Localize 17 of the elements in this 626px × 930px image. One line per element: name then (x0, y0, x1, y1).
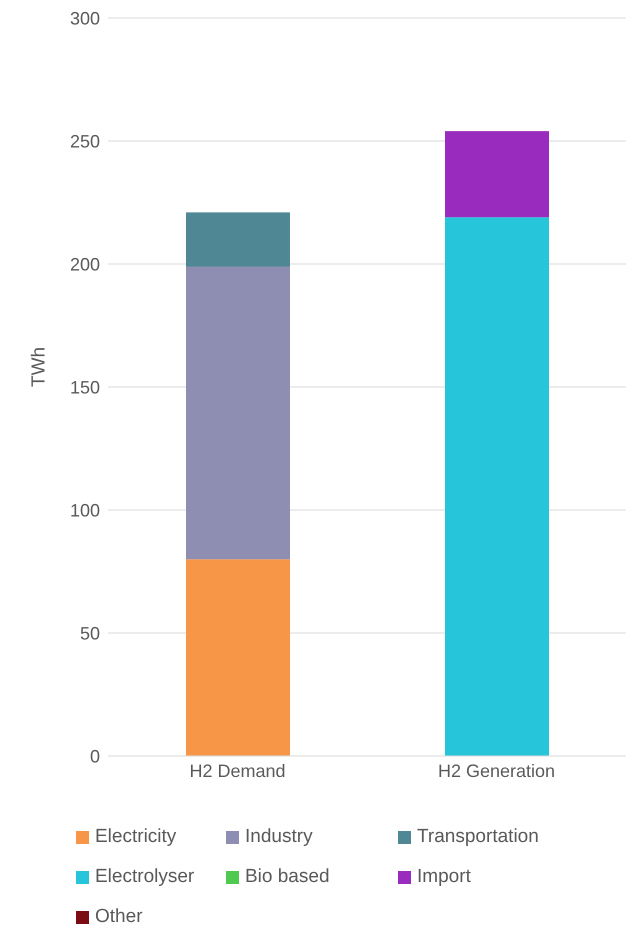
legend-label: Bio based (245, 866, 330, 888)
legend-label: Electrolyser (95, 866, 194, 888)
x-tick-label: H2 Generation (438, 760, 556, 781)
legend-label: Transportation (417, 826, 539, 848)
y-tick-label: 100 (70, 500, 100, 520)
legend-label: Electricity (95, 826, 176, 848)
legend-label: Import (417, 866, 471, 888)
legend-label: Other (95, 906, 143, 928)
y-tick-label: 0 (90, 746, 100, 766)
y-tick-label: 250 (70, 131, 100, 152)
y-tick-label: 200 (70, 254, 100, 274)
y-tick-label: 50 (80, 623, 100, 644)
y-tick-label: 150 (70, 377, 100, 398)
y-tick-label: 300 (70, 8, 100, 28)
legend-label: Industry (245, 826, 313, 848)
x-tick-label: H2 Demand (189, 760, 286, 781)
y-axis-title: TWh (28, 346, 50, 387)
